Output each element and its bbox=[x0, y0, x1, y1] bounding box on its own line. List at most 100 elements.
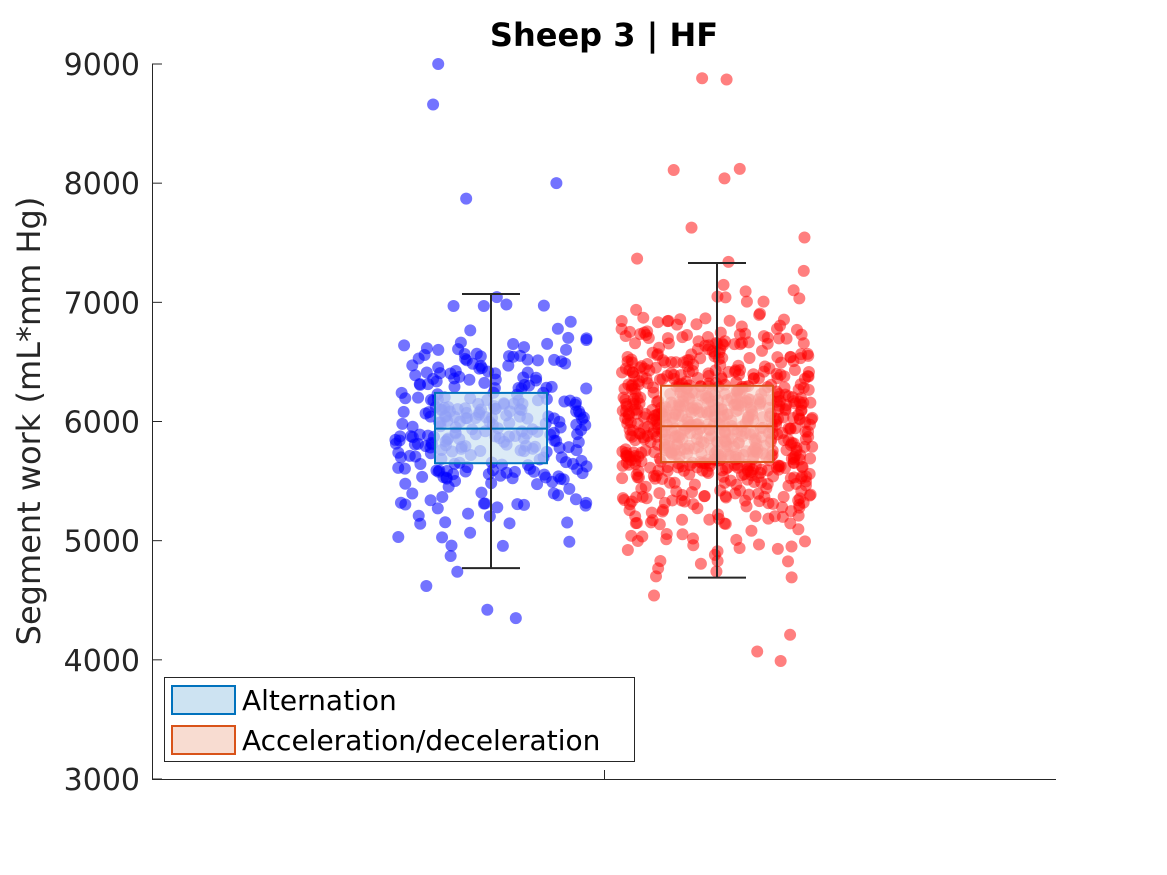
data-point bbox=[502, 359, 515, 372]
data-point bbox=[537, 299, 550, 312]
data-point bbox=[561, 516, 574, 529]
data-point bbox=[804, 452, 817, 465]
data-point bbox=[774, 319, 787, 332]
data-point bbox=[734, 364, 747, 377]
data-point bbox=[776, 501, 789, 514]
data-point bbox=[629, 434, 642, 447]
legend: Alternation Acceleration/deceleration bbox=[164, 677, 635, 762]
data-point bbox=[424, 494, 437, 507]
data-point bbox=[448, 372, 461, 385]
data-point bbox=[753, 308, 766, 321]
data-point bbox=[758, 360, 771, 373]
data-point bbox=[567, 457, 580, 470]
data-point bbox=[503, 350, 516, 363]
data-point bbox=[625, 529, 638, 542]
data-point bbox=[797, 496, 810, 509]
data-point bbox=[776, 426, 789, 439]
data-point bbox=[639, 480, 652, 493]
data-point bbox=[666, 494, 679, 507]
data-point bbox=[656, 505, 669, 518]
data-point bbox=[560, 343, 573, 356]
data-point bbox=[798, 231, 811, 244]
outlier-point bbox=[667, 164, 680, 177]
data-point bbox=[638, 326, 651, 339]
data-point bbox=[562, 441, 575, 454]
data-point bbox=[399, 392, 412, 405]
outlier-point bbox=[784, 628, 797, 641]
data-point bbox=[625, 495, 638, 508]
data-point bbox=[479, 497, 492, 510]
data-point bbox=[779, 388, 792, 401]
data-point bbox=[424, 447, 437, 460]
data-point bbox=[398, 339, 411, 352]
data-point bbox=[749, 510, 762, 523]
data-point bbox=[580, 332, 593, 345]
data-point bbox=[654, 555, 667, 568]
data-point bbox=[463, 373, 476, 386]
data-point bbox=[782, 555, 795, 568]
y-tick-label: 4000 bbox=[64, 644, 140, 679]
data-point bbox=[771, 351, 784, 364]
data-point bbox=[752, 538, 765, 551]
data-point bbox=[412, 509, 425, 522]
outlier-point bbox=[427, 98, 440, 111]
data-point bbox=[422, 378, 435, 391]
data-point bbox=[531, 354, 544, 367]
data-point bbox=[648, 589, 661, 602]
data-point bbox=[625, 353, 638, 366]
data-point bbox=[491, 501, 504, 514]
data-point bbox=[661, 332, 674, 345]
data-point bbox=[629, 337, 642, 350]
data-point bbox=[440, 472, 453, 485]
data-point bbox=[531, 478, 544, 491]
data-point bbox=[621, 543, 634, 556]
data-point bbox=[660, 533, 673, 546]
data-point bbox=[708, 347, 721, 360]
data-point bbox=[635, 360, 648, 373]
data-point bbox=[777, 490, 790, 503]
data-point bbox=[690, 318, 703, 331]
data-point bbox=[714, 484, 727, 497]
data-point bbox=[406, 431, 419, 444]
data-point bbox=[459, 352, 472, 365]
data-point bbox=[580, 460, 593, 473]
data-point bbox=[795, 404, 808, 417]
data-point bbox=[640, 492, 653, 505]
data-point bbox=[518, 498, 531, 511]
data-point bbox=[702, 467, 715, 480]
data-point bbox=[653, 487, 666, 500]
data-point bbox=[478, 376, 491, 389]
data-point bbox=[475, 486, 488, 499]
data-point bbox=[698, 490, 711, 503]
data-point bbox=[638, 433, 651, 446]
data-point bbox=[624, 416, 637, 429]
data-point bbox=[767, 497, 780, 510]
data-point bbox=[762, 512, 775, 525]
outlier-point bbox=[696, 72, 709, 85]
data-point bbox=[653, 518, 666, 531]
data-point bbox=[699, 339, 712, 352]
data-point bbox=[571, 428, 584, 441]
data-point bbox=[651, 316, 664, 329]
outlier-point bbox=[751, 645, 764, 658]
data-point bbox=[802, 383, 815, 396]
data-point bbox=[634, 391, 647, 404]
data-point bbox=[547, 487, 560, 500]
axes bbox=[152, 64, 1056, 780]
data-point bbox=[420, 366, 433, 379]
data-point bbox=[795, 348, 808, 361]
data-point bbox=[685, 221, 698, 234]
data-point bbox=[683, 353, 696, 366]
data-point bbox=[722, 255, 735, 268]
data-point bbox=[788, 363, 801, 376]
data-point bbox=[785, 571, 798, 584]
data-point bbox=[723, 314, 736, 327]
data-point bbox=[580, 496, 593, 509]
data-point bbox=[522, 379, 535, 392]
data-point bbox=[503, 517, 516, 530]
legend-label-acceleration-deceleration: Acceleration/deceleration bbox=[242, 724, 600, 757]
data-point bbox=[792, 523, 805, 536]
data-point bbox=[784, 438, 797, 451]
data-point bbox=[703, 513, 716, 526]
